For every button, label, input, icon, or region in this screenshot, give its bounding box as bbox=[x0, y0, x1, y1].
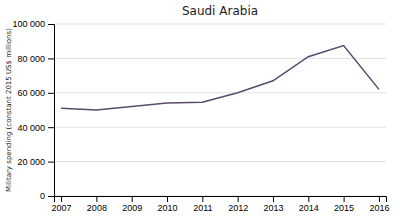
chart: 2007 2008 2009 2010 2011 2012 2013 2014 2015 2016… bbox=[0, 0, 400, 216]
x-tick: 2016 bbox=[369, 196, 389, 213]
x-tick-label: 2010 bbox=[158, 203, 178, 213]
grid-line bbox=[54, 92, 386, 93]
x-tick: 2009 bbox=[122, 196, 142, 213]
y-tick: 80 000 bbox=[17, 54, 54, 64]
grid bbox=[54, 24, 386, 196]
marks bbox=[61, 46, 379, 111]
x-axis-line bbox=[55, 197, 387, 203]
x-tick-mark bbox=[61, 196, 62, 202]
x-tick-label: 2016 bbox=[369, 203, 389, 213]
y-tick-label: 60 000 bbox=[17, 88, 45, 98]
x-tick-mark bbox=[379, 196, 380, 202]
y-tick-mark bbox=[48, 196, 54, 197]
x-tick: 2008 bbox=[87, 196, 107, 213]
x-tick-label: 2012 bbox=[228, 203, 248, 213]
y-tick-mark bbox=[48, 93, 54, 94]
y-tick-label: 80 000 bbox=[17, 54, 45, 64]
x-tick-mark bbox=[273, 196, 274, 202]
grid-line bbox=[54, 24, 386, 25]
y-tick: 20 000 bbox=[17, 157, 54, 167]
x-tick-mark bbox=[202, 196, 203, 202]
x-tick: 2012 bbox=[228, 196, 248, 213]
y-tick-label: 20 000 bbox=[17, 157, 45, 167]
y-tick: 40 000 bbox=[17, 123, 54, 133]
x-tick: 2007 bbox=[52, 196, 72, 213]
y-axis-line bbox=[48, 25, 55, 197]
grid-line bbox=[54, 127, 386, 128]
plot: 2007 2008 2009 2010 2011 2012 2013 2014 2015 2016… bbox=[12, 19, 389, 213]
y-tick: 60 000 bbox=[17, 88, 54, 98]
y-tick-mark bbox=[48, 162, 54, 163]
x-tick-label: 2008 bbox=[87, 203, 107, 213]
y-tick-label: 100 000 bbox=[12, 19, 45, 29]
x-tick-mark bbox=[167, 196, 168, 202]
x-tick-mark bbox=[344, 196, 345, 202]
x-tick-mark bbox=[132, 196, 133, 202]
y-label: Military spending (constant 2015 US$ mil… bbox=[5, 28, 13, 192]
y-axis: 0 20 000 40 000 60 000 80 000 100 000 bbox=[12, 19, 54, 201]
x-tick-label: 2009 bbox=[122, 203, 142, 213]
x-tick-label: 2014 bbox=[299, 203, 319, 213]
x-tick-mark bbox=[308, 196, 309, 202]
title: Saudi Arabia bbox=[182, 4, 258, 18]
y-tick-mark bbox=[48, 24, 54, 25]
x-tick-label: 2013 bbox=[263, 203, 283, 213]
x-tick: 2013 bbox=[263, 196, 283, 213]
x-tick: 2015 bbox=[334, 196, 354, 213]
y-tick: 0 bbox=[40, 191, 54, 201]
x-tick-mark bbox=[238, 196, 239, 202]
x-tick-label: 2015 bbox=[334, 203, 354, 213]
y-tick-mark bbox=[48, 127, 54, 128]
grid-line bbox=[54, 58, 386, 59]
x-tick-mark bbox=[96, 196, 97, 202]
grid-line bbox=[54, 161, 386, 162]
x-tick: 2011 bbox=[193, 196, 212, 213]
x-tick: 2010 bbox=[158, 196, 178, 213]
x-tick-label: 2011 bbox=[193, 203, 212, 213]
y-tick-label: 0 bbox=[40, 191, 45, 201]
y-tick: 100 000 bbox=[12, 19, 54, 29]
y-tick-mark bbox=[48, 58, 54, 59]
x-tick: 2014 bbox=[299, 196, 319, 213]
x-axis: 2007 2008 2009 2010 2011 2012 2013 2014 2015 2016 bbox=[52, 196, 390, 213]
line bbox=[61, 46, 379, 111]
x-tick-label: 2007 bbox=[52, 203, 72, 213]
y-tick-label: 40 000 bbox=[17, 123, 45, 133]
